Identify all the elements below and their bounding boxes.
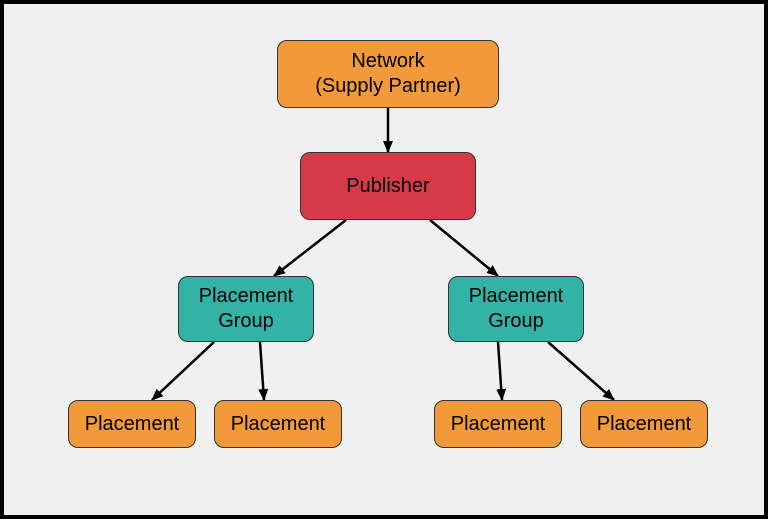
edge bbox=[260, 342, 264, 400]
node-p2: Placement bbox=[214, 400, 342, 448]
node-p4: Placement bbox=[580, 400, 708, 448]
diagram-frame: { "diagram": { "type": "tree", "canvas":… bbox=[0, 0, 768, 519]
node-publisher: Publisher bbox=[300, 152, 476, 220]
edge bbox=[498, 342, 502, 400]
edge bbox=[152, 342, 214, 400]
edge bbox=[274, 220, 346, 276]
node-p1: Placement bbox=[68, 400, 196, 448]
edge bbox=[548, 342, 614, 400]
node-p3: Placement bbox=[434, 400, 562, 448]
edge bbox=[430, 220, 498, 276]
node-pg2: Placement Group bbox=[448, 276, 584, 342]
node-pg1: Placement Group bbox=[178, 276, 314, 342]
node-network: Network (Supply Partner) bbox=[277, 40, 499, 108]
